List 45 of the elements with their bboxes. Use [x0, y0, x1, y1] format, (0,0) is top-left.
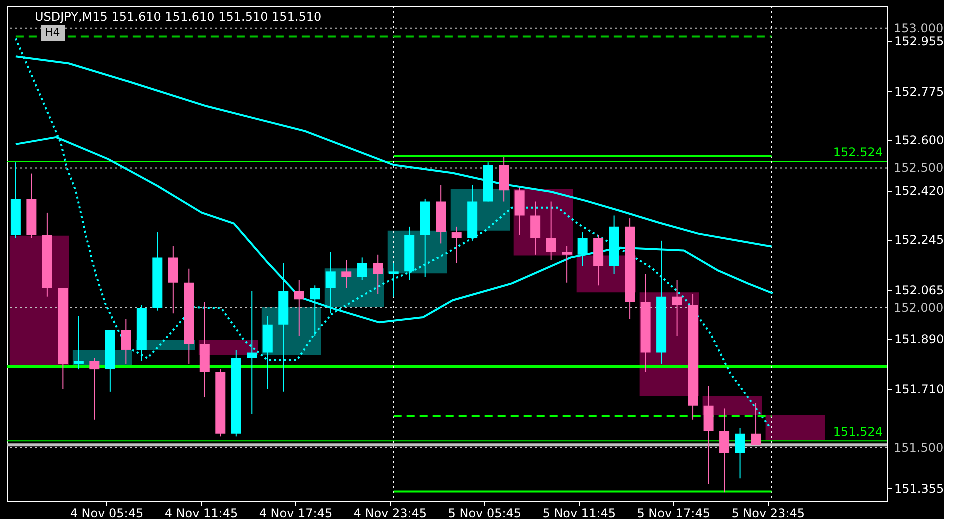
- ref-line-label: 151.500: [894, 440, 944, 455]
- candlestick: [751, 402, 762, 446]
- bar: [766, 415, 825, 440]
- candlestick: [546, 201, 556, 261]
- candlestick: [578, 232, 588, 267]
- y-tick-label: 152.775: [894, 84, 944, 99]
- candlestick: [121, 318, 132, 364]
- y-tick-label: 152.065: [894, 283, 944, 298]
- candlestick: [452, 226, 462, 264]
- x-tick-label: 5 Nov 11:45: [542, 506, 616, 520]
- ref-line-label: 152.500: [894, 161, 944, 176]
- y-tick-label: 151.355: [894, 482, 944, 496]
- y-tick-label: 152.955: [894, 34, 944, 48]
- candlestick: [294, 280, 304, 336]
- annotation: H4: [45, 26, 60, 39]
- x-tick-label: 5 Nov 23:45: [732, 506, 805, 520]
- candlestick: [720, 408, 730, 494]
- candlestick: [326, 252, 336, 314]
- ref-line-label: 152.524: [833, 145, 883, 160]
- candlestick: [388, 262, 399, 298]
- x-tick-label: 4 Nov 23:45: [354, 506, 428, 520]
- candlestick: [373, 254, 384, 295]
- y-tick-label: 151.710: [894, 382, 944, 397]
- x-tick-label: 4 Nov 17:45: [259, 506, 333, 520]
- y-tick-label: 152.420: [894, 184, 944, 198]
- x-tick-label: 4 Nov 05:45: [70, 506, 144, 520]
- candlestick: [74, 316, 84, 370]
- ref-line-label: 152.000: [894, 301, 944, 316]
- x-tick-label: 5 Nov 05:45: [448, 506, 522, 520]
- candlestick: [90, 358, 100, 420]
- y-tick-label: 152.245: [894, 233, 944, 248]
- candlestick: [735, 428, 746, 480]
- candlestick: [530, 201, 541, 256]
- x-tick-label: 5 Nov 17:45: [637, 506, 710, 520]
- x-tick-label: 4 Nov 11:45: [164, 506, 238, 520]
- chart-title: USDJPY,M15 151.610 151.610 151.510 151.510: [35, 10, 322, 24]
- y-tick-label: 151.890: [894, 332, 944, 346]
- ref-line-label: 153.000: [894, 21, 944, 36]
- candlestick: [562, 246, 572, 284]
- candlestick: [357, 257, 368, 281]
- candlestick: [672, 280, 682, 336]
- candlestick: [342, 260, 352, 289]
- ref-line-label: 151.524: [833, 425, 883, 440]
- y-tick-label: 152.600: [894, 134, 944, 148]
- candlestick: [247, 290, 258, 415]
